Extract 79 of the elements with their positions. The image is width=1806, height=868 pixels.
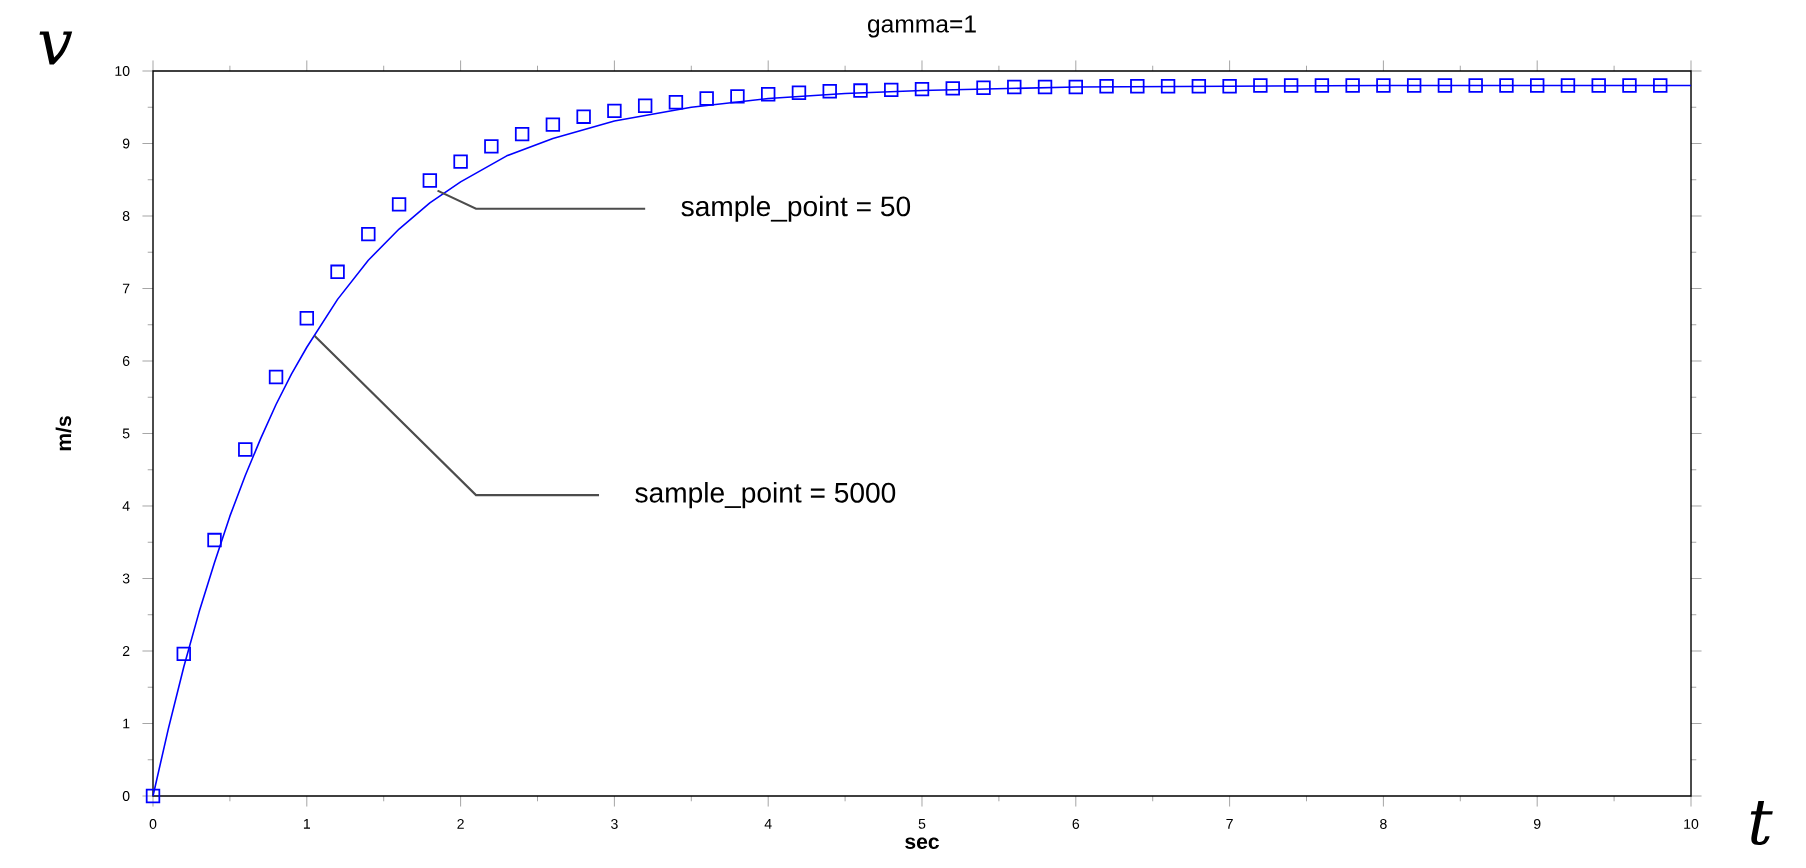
point bbox=[1253, 78, 1268, 93]
y-tick-label: 8 bbox=[122, 211, 130, 221]
point bbox=[238, 442, 253, 457]
point bbox=[1099, 79, 1114, 94]
point bbox=[637, 98, 653, 114]
x-tick-label: 4 bbox=[764, 818, 772, 829]
y-tick-label: 9 bbox=[122, 138, 130, 149]
point bbox=[1437, 78, 1453, 93]
annotation: sample_point = 5000 bbox=[635, 482, 896, 509]
point bbox=[545, 117, 561, 132]
chart-title: gamma=1 bbox=[868, 15, 976, 38]
y-tick-label: 3 bbox=[122, 573, 130, 584]
point bbox=[361, 226, 376, 242]
point bbox=[976, 80, 991, 95]
point bbox=[1191, 79, 1207, 94]
x-tick-label: 3 bbox=[611, 818, 618, 829]
point bbox=[1560, 78, 1576, 93]
point bbox=[607, 103, 622, 119]
text: v bbox=[39, 31, 73, 65]
x-tick-label: 7 bbox=[1226, 818, 1233, 829]
point bbox=[1406, 78, 1422, 93]
point bbox=[1591, 78, 1606, 93]
point bbox=[145, 788, 161, 804]
point bbox=[668, 94, 684, 110]
point bbox=[1622, 78, 1637, 93]
point bbox=[760, 87, 776, 102]
point bbox=[1468, 78, 1483, 93]
point bbox=[422, 173, 438, 188]
y-tick-label: 1 bbox=[123, 718, 130, 729]
point bbox=[1653, 78, 1668, 93]
x-tick-label: 10 bbox=[1684, 818, 1699, 829]
x-tick-label: 9 bbox=[1533, 818, 1541, 829]
point bbox=[791, 85, 807, 100]
x-tick-label: 2 bbox=[457, 818, 464, 829]
x-tick-label: 8 bbox=[1380, 818, 1387, 829]
point bbox=[914, 81, 930, 97]
point bbox=[576, 109, 591, 124]
y-tick-label: 7 bbox=[122, 283, 130, 294]
point bbox=[730, 89, 745, 104]
point bbox=[1037, 79, 1053, 95]
point bbox=[514, 126, 530, 142]
point bbox=[1160, 79, 1176, 94]
y-tick-label: 6 bbox=[122, 356, 130, 366]
point bbox=[1283, 78, 1299, 93]
point bbox=[207, 532, 222, 548]
point bbox=[330, 264, 345, 280]
point bbox=[268, 369, 284, 385]
annotation: sample_point = 50 bbox=[681, 195, 911, 222]
point bbox=[1530, 78, 1545, 93]
point bbox=[853, 83, 868, 98]
x-tick-label: 6 bbox=[1072, 818, 1080, 829]
x-tick-label: 1 bbox=[303, 818, 310, 829]
point bbox=[1314, 78, 1330, 93]
point bbox=[1499, 78, 1514, 93]
y-tick-label: 10 bbox=[115, 66, 130, 76]
y-axis-title: m/s bbox=[55, 416, 72, 451]
point bbox=[453, 154, 468, 169]
point bbox=[1130, 79, 1145, 94]
x-tick-label: 5 bbox=[918, 818, 926, 829]
y-tick-label: 5 bbox=[122, 428, 130, 439]
text: t bbox=[1750, 801, 1773, 845]
point bbox=[176, 646, 191, 662]
point bbox=[822, 84, 837, 99]
point bbox=[1345, 78, 1360, 93]
y-tick-label: 2 bbox=[122, 646, 130, 656]
point bbox=[884, 82, 899, 98]
y-tick-label: 0 bbox=[122, 791, 130, 801]
point bbox=[1376, 78, 1391, 93]
point bbox=[299, 311, 315, 326]
point bbox=[1068, 79, 1083, 95]
point bbox=[391, 197, 407, 212]
point bbox=[484, 139, 499, 154]
point bbox=[699, 91, 714, 106]
x-axis-title: sec bbox=[905, 837, 939, 849]
y-tick-label: 4 bbox=[122, 501, 130, 511]
point bbox=[1222, 79, 1237, 94]
point bbox=[1007, 79, 1022, 95]
x-tick-label: 0 bbox=[149, 818, 157, 829]
point bbox=[945, 81, 960, 96]
